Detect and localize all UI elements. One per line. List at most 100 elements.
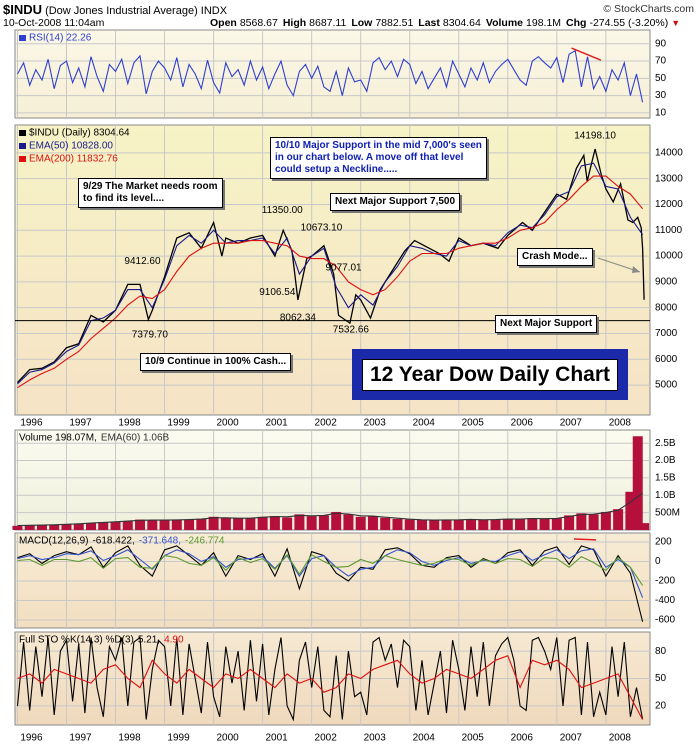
volume-bar (429, 520, 440, 530)
volume-bar (318, 515, 329, 530)
legend-swatch (19, 156, 26, 162)
y-tick-label: 50 (655, 673, 667, 684)
y-tick-label: 12000 (655, 199, 683, 210)
x-tick-label: 1997 (69, 418, 92, 429)
x-tick-label: 2004 (413, 733, 436, 744)
series-line (16, 636, 644, 722)
x-tick-label: 2002 (315, 418, 338, 429)
annotation-line: 9/29 The Market needs room (83, 181, 218, 192)
annotation: 10/9 Continue in 100% Cash... (140, 353, 292, 371)
volume-bar (61, 524, 72, 530)
series-line (17, 553, 644, 586)
series-line (17, 492, 643, 527)
y-tick-label: 1.5B (655, 473, 676, 484)
annotation-line: to find its level.... (83, 193, 165, 204)
volume-bar (639, 523, 650, 530)
quote-label: Last (418, 17, 440, 29)
banner-text: 12 Year Dow Daily Chart (362, 359, 618, 391)
x-tick-label: 2000 (216, 418, 239, 429)
legend-entry: EMA(200) 11832.76 (29, 154, 118, 165)
volume-bar (632, 436, 643, 530)
annotation-line: 10/10 Major Support in the mid 7,000's s… (275, 140, 482, 151)
y-tick-label: 50 (655, 73, 667, 84)
volume-bar (367, 516, 378, 530)
quote-value: 198.1M (526, 17, 562, 29)
volume-bar (12, 525, 23, 530)
x-tick-label: 2000 (216, 733, 239, 744)
y-tick-label: 2.5B (655, 438, 676, 449)
annotation-line: Next Major Support (500, 318, 593, 329)
source: © StockCharts.com (603, 3, 694, 15)
banner: 12 Year Dow Daily Chart (352, 349, 628, 400)
volume-bar (86, 523, 97, 530)
symbol-name: (Dow Jones Industrial Average) INDX (45, 5, 228, 17)
quote-label: Volume (485, 17, 524, 29)
price-label: 9412.60 (124, 256, 161, 267)
legend-entry: RSI(14) 22.26 (29, 33, 92, 44)
x-tick-label: 1999 (167, 733, 190, 744)
quote-value: 8304.64 (442, 17, 481, 29)
legend-swatch (19, 130, 26, 136)
y-tick-label: 6000 (655, 354, 678, 365)
y-tick-label: 70 (655, 56, 667, 67)
x-tick-label: 1997 (69, 733, 92, 744)
volume-bar (625, 491, 636, 530)
volume-bar (184, 519, 195, 530)
y-tick-label: 9000 (655, 277, 678, 288)
y-tick-label: -200 (655, 576, 675, 587)
volume-bar (294, 514, 305, 530)
legend-entry: -371.648, (139, 536, 181, 547)
x-tick-label: 1996 (20, 418, 43, 429)
date: 10-Oct-2008 11:04am (3, 17, 105, 29)
y-tick-label: 500M (655, 507, 680, 518)
series-line (17, 548, 644, 598)
volume-bar (233, 518, 244, 530)
volume-bar (208, 516, 219, 530)
annotation-line: 10/9 Continue in 100% Cash... (145, 356, 287, 367)
y-tick-label: 80 (655, 646, 667, 657)
volume-bar (490, 519, 501, 530)
volume-bar (135, 519, 146, 530)
quote: Open 8568.67 High 8687.11 Low 7882.51 Last 8304… (205, 17, 680, 29)
y-tick-label: 10000 (655, 251, 683, 262)
volume-bar (404, 519, 415, 530)
quote-value: 8568.67 (239, 17, 278, 29)
volume-bar (73, 523, 84, 530)
y-tick-label: 13000 (655, 173, 683, 184)
x-tick-label: 2007 (560, 418, 583, 429)
down-arrow: ▼ (671, 18, 681, 28)
price-label: 11350.00 (262, 205, 303, 216)
panel-background (14, 29, 651, 119)
volume-bar (257, 516, 268, 530)
volume-bar (343, 514, 354, 530)
y-tick-label: 8000 (655, 302, 678, 313)
legend-swatch (19, 35, 26, 41)
volume-bar (36, 525, 47, 530)
volume-bar (441, 519, 452, 530)
volume-bar (613, 509, 624, 530)
volume-bar (269, 516, 280, 530)
panel-title: Volume 198.07M, (19, 433, 97, 444)
y-tick-label: -400 (655, 595, 675, 606)
volume-bar (331, 511, 342, 530)
x-tick-label: 2003 (364, 733, 387, 744)
price-label: 7379.70 (132, 329, 169, 340)
quote-label: Low (351, 17, 373, 29)
price-label: 8062.34 (280, 313, 317, 324)
price-label: 10673.10 (301, 222, 343, 233)
legend-entry: -618.422, (92, 536, 134, 547)
annotation: Next Major Support (495, 315, 598, 333)
volume-bar (466, 519, 477, 530)
y-tick-label: 7000 (655, 328, 678, 339)
volume-bar (453, 519, 464, 530)
volume-bar (220, 517, 231, 530)
volume-bar (515, 519, 526, 530)
y-tick-label: 1.0B (655, 490, 676, 501)
price-label: 9077.01 (325, 263, 362, 274)
x-tick-label: 1999 (167, 418, 190, 429)
volume-bar (355, 516, 366, 530)
volume-bar (49, 524, 60, 530)
y-tick-label: 0 (655, 556, 661, 567)
x-tick-label: 2006 (511, 733, 534, 744)
